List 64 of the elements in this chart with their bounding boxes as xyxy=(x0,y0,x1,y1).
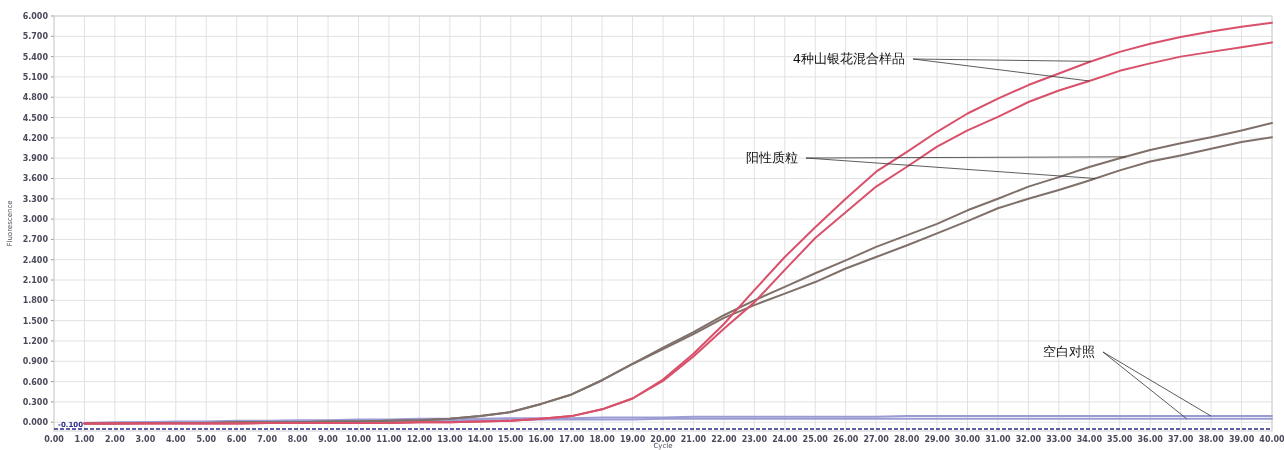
y-tick-label: 5.100 xyxy=(22,72,49,82)
annotation: 4种山银花混合样品 xyxy=(792,51,905,66)
y-tick-label: 0.900 xyxy=(22,357,49,367)
x-tick-label: 14.00 xyxy=(467,435,494,444)
x-tick-label: 24.00 xyxy=(772,435,798,444)
y-tick-label: 2.700 xyxy=(22,235,49,245)
y-tick-label: 4.500 xyxy=(22,113,49,123)
y-tick-label: 0.300 xyxy=(22,397,49,407)
x-tick-label: 8.00 xyxy=(287,435,308,444)
x-tick-label: 34.00 xyxy=(1076,435,1103,444)
x-tick-label: 35.00 xyxy=(1107,435,1133,444)
y-tick-label: 3.600 xyxy=(22,174,49,184)
y-tick-label: 1.800 xyxy=(22,296,49,306)
x-tick-label: 27.00 xyxy=(863,435,890,444)
x-tick-label: 16.00 xyxy=(528,435,555,444)
y-tick-label: 3.300 xyxy=(22,194,49,204)
x-tick-label: 5.00 xyxy=(196,435,217,444)
y-tick-label: 4.800 xyxy=(22,93,49,103)
x-tick-label: 6.00 xyxy=(226,435,247,444)
annotation: 阳性质粒 xyxy=(746,150,798,165)
x-tick-label: 23.00 xyxy=(741,435,768,444)
x-tick-label: 7.00 xyxy=(257,435,278,444)
x-tick-label: 19.00 xyxy=(619,435,646,444)
y-tick-label: 0.600 xyxy=(22,377,49,387)
y-tick-label: 2.100 xyxy=(22,276,49,286)
x-tick-label: 11.00 xyxy=(376,435,403,444)
y-tick-label: 3.000 xyxy=(22,215,49,225)
y-tick-label: 1.200 xyxy=(22,336,49,346)
y-tick-label: 5.700 xyxy=(22,32,49,42)
x-tick-label: 18.00 xyxy=(589,435,616,444)
x-tick-label: 9.00 xyxy=(318,435,339,444)
x-tick-label: 15.00 xyxy=(498,435,524,444)
x-tick-label: 4.00 xyxy=(165,435,187,444)
y-tick-label: 0.000 xyxy=(22,418,49,428)
x-tick-label: 39.00 xyxy=(1228,435,1255,444)
y-tick-label: 1.500 xyxy=(22,316,49,326)
x-tick-label: 38.00 xyxy=(1198,435,1225,444)
x-tick-label: 26.00 xyxy=(833,435,859,444)
x-tick-label: 21.00 xyxy=(680,435,707,444)
x-tick-label: 29.00 xyxy=(924,435,951,444)
annotation: 空白对照 xyxy=(1043,344,1095,359)
y-tick-label: 6.000 xyxy=(22,12,49,21)
x-tick-label: 37.00 xyxy=(1167,435,1194,444)
x-tick-label: 12.00 xyxy=(406,435,433,444)
x-tick-label: 32.00 xyxy=(1015,435,1042,444)
x-tick-label: 1.00 xyxy=(74,435,95,444)
x-tick-label: 13.00 xyxy=(437,435,463,444)
x-tick-label: 31.00 xyxy=(985,435,1012,444)
y-tick-label: 3.900 xyxy=(22,154,49,164)
x-tick-label: 2.00 xyxy=(105,435,126,444)
x-tick-label: 0.00 xyxy=(44,435,65,444)
y-tick-label: 4.200 xyxy=(22,133,49,143)
x-tick-label: 17.00 xyxy=(558,435,585,444)
x-tick-label: 36.00 xyxy=(1137,435,1164,444)
x-tick-label: 22.00 xyxy=(711,435,737,444)
x-tick-label: 10.00 xyxy=(345,435,372,444)
x-tick-label: 3.00 xyxy=(135,435,156,444)
y-tick-label: 5.400 xyxy=(22,52,49,62)
x-tick-label: 28.00 xyxy=(893,435,920,444)
x-tick-label: 25.00 xyxy=(802,435,829,444)
x-tick-label: 30.00 xyxy=(954,435,981,444)
y-tick-label: 2.400 xyxy=(22,255,49,265)
x-tick-label: 40.00 xyxy=(1259,435,1284,444)
x-tick-label: 33.00 xyxy=(1046,435,1072,444)
